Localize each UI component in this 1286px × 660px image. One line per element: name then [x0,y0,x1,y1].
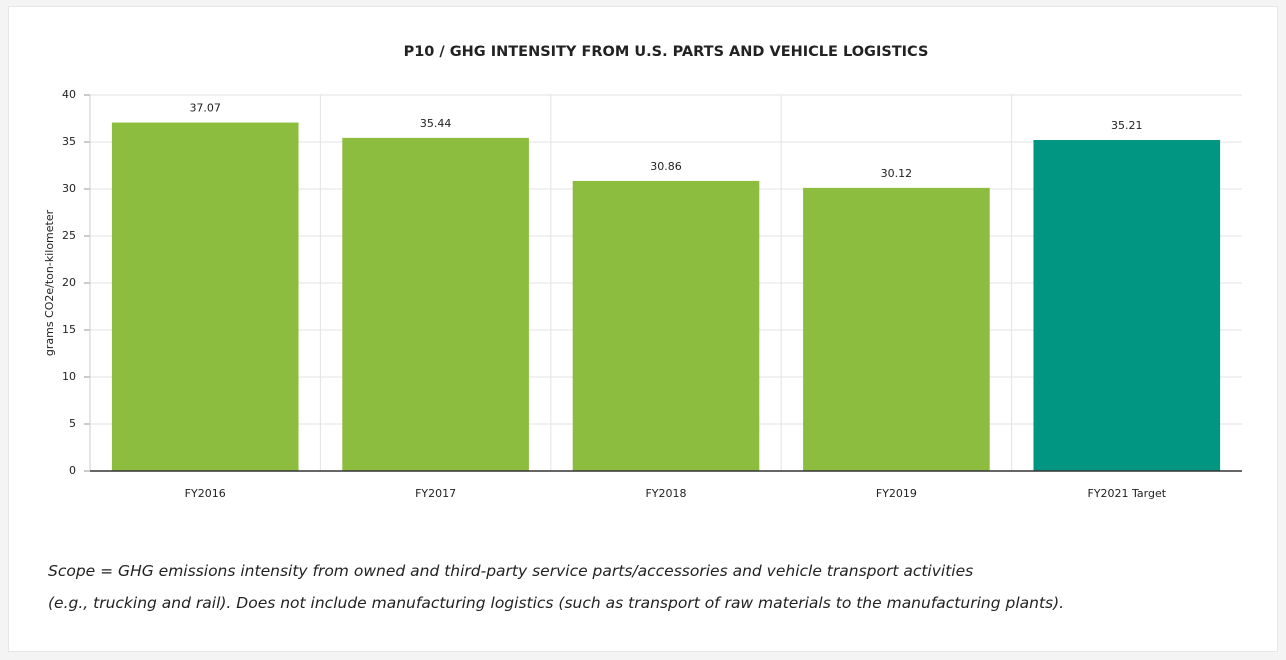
bar [572,180,760,471]
bar [111,122,299,472]
x-tick-label: FY2016 [185,487,226,500]
x-tick-label: FY2017 [415,487,456,500]
y-tick-label: 40 [62,88,76,101]
bar [342,137,529,471]
x-tick-label: FY2018 [645,487,686,500]
x-tick-label: FY2019 [876,487,917,500]
value-label: 37.07 [189,102,221,115]
y-tick-label: 0 [69,464,76,477]
chart: P10 / GHG INTENSITY FROM U.S. PARTS AND … [43,44,1242,500]
value-label: 30.12 [881,167,913,180]
y-tick-label: 5 [69,417,76,430]
y-tick-label: 10 [62,370,76,383]
chart-title: P10 / GHG INTENSITY FROM U.S. PARTS AND … [404,44,929,60]
y-tick-label: 30 [62,182,76,195]
y-tick-label: 15 [62,323,76,336]
y-tick-label: 25 [62,229,76,242]
y-tick-label: 20 [62,276,76,289]
footnote: (e.g., trucking and rail). Does not incl… [48,594,1065,612]
bar [803,187,990,471]
x-tick-label: FY2021 Target [1088,487,1167,500]
y-axis-label: grams CO2e/ton-kilometer [43,209,56,356]
value-label: 30.86 [650,160,682,173]
bar [1033,140,1221,471]
footnote: Scope = GHG emissions intensity from own… [48,562,974,580]
value-label: 35.44 [420,117,452,130]
y-tick-label: 35 [62,135,76,148]
value-label: 35.21 [1111,119,1143,132]
